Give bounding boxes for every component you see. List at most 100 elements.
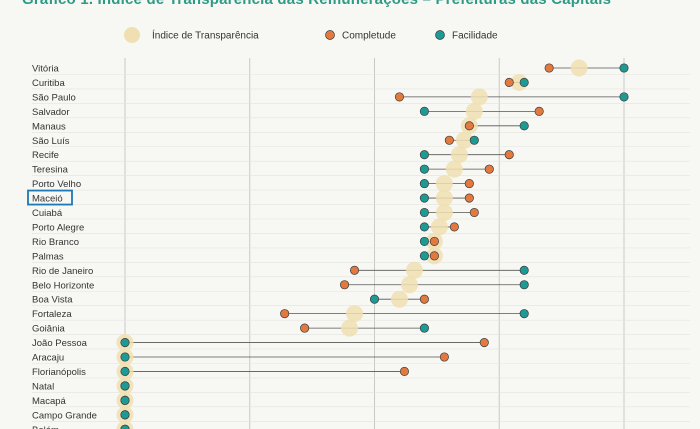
point-facilidade-boa-vista [369,294,380,304]
legend-label-facilidade: Facilidade [452,31,498,42]
point-completude-rio-de-janeiro [349,265,360,275]
point-completude-rio-branco [429,236,439,246]
point-indice-cuiaba [435,204,453,221]
point-facilidade-curitiba [519,77,529,87]
point-facilidade-macapa [120,395,130,405]
point-facilidade-manaus [519,121,529,131]
category-label-aracaju: Aracaju [32,353,64,364]
point-indice-vitoria [570,59,588,77]
point-completude-recife [504,150,514,160]
point-facilidade-joao-pessoa [120,337,130,348]
category-label-campo-grande: Campo Grande [32,410,97,421]
point-facilidade-florianopolis [120,366,130,376]
category-label-teresina: Teresina [32,165,69,176]
point-facilidade-campo-grande [120,410,130,420]
category-label-florianopolis: Florianópolis [32,367,86,378]
category-label-cuiaba: Cuiabá [32,208,63,219]
point-facilidade-vitoria [619,63,629,73]
category-label-porto-alegre: Porto Alegre [32,222,84,233]
point-facilidade-sao-paulo [619,92,629,102]
point-completude-manaus [464,121,474,131]
highlight-box [27,189,73,206]
point-facilidade-rio-branco [419,236,429,246]
point-indice-porto-velho [435,175,453,193]
legend-marker-facilidade [435,30,445,40]
point-completude-vitoria [544,63,554,73]
point-facilidade-goiania [419,323,429,333]
point-indice-maceio [435,189,453,207]
category-label-recife: Recife [32,150,59,161]
point-facilidade-recife [419,150,429,160]
point-completude-porto-alegre [449,222,459,232]
point-completude-boa-vista [419,294,429,304]
category-label-joao-pessoa: João Pessoa [32,338,88,349]
point-indice-teresina [445,160,463,178]
legend-label-completude: Completude [342,31,396,42]
point-completude-maceio [464,193,474,203]
category-label-salvador: Salvador [32,107,70,118]
point-indice-fortaleza [346,305,364,323]
point-facilidade-porto-alegre [419,222,429,232]
point-completude-salvador [534,106,544,116]
legend-marker-completude [325,30,335,40]
point-indice-rio-de-janeiro [405,261,423,279]
category-label-belo-horizonte: Belo Horizonte [32,280,94,291]
point-facilidade-teresina [419,164,429,174]
point-completude-sao-paulo [394,92,404,102]
category-label-goiania: Goiânia [32,324,65,335]
point-completude-palmas [429,251,439,261]
legend: Índice de Transparência Completude Facilid… [124,27,498,43]
category-label-manaus: Manaus [32,121,66,132]
point-completude-teresina [484,164,494,174]
point-facilidade-maceio [419,193,429,203]
data-marks [116,59,629,429]
point-completude-porto-velho [464,179,474,189]
point-completude-florianopolis [399,366,409,376]
point-completude-cuiaba [469,207,479,218]
point-completude-fortaleza [280,309,290,319]
category-label-maceio: Maceió [32,194,63,205]
point-facilidade-palmas [419,251,429,261]
point-facilidade-aracaju [120,352,130,362]
category-label-curitiba: Curitiba [32,78,65,89]
category-label-vitoria: Vitória [32,64,59,75]
category-label-boa-vista: Boa Vista [32,295,73,306]
point-indice-recife [450,146,468,164]
category-label-fortaleza: Fortaleza [32,309,72,320]
point-facilidade-natal [120,381,130,391]
category-label-belem: Belém [32,425,59,429]
point-indice-boa-vista [390,290,408,308]
point-completude-goiania [300,323,310,333]
category-label-porto-velho: Porto Velho [32,179,81,190]
category-label-natal: Natal [32,381,54,392]
legend-marker-indice-de-transparencia [124,27,140,43]
point-indice-belo-horizonte [400,276,418,294]
category-label-rio-branco: Rio Branco [32,237,79,248]
point-facilidade-salvador [419,106,429,116]
point-indice-salvador [465,102,483,120]
point-facilidade-belo-horizonte [519,280,529,290]
category-label-macapa: Macapá [32,396,67,407]
point-indice-porto-alegre [430,218,448,236]
legend-label-indice-de-transparencia: Índice de Transparência [152,29,259,42]
category-label-sao-paulo: São Paulo [32,92,76,103]
point-facilidade-sao-luis [469,135,479,145]
category-label-sao-luis: São Luís [32,136,70,147]
point-facilidade-porto-velho [419,179,429,189]
point-completude-sao-luis [444,135,454,145]
point-facilidade-fortaleza [519,309,529,319]
point-completude-aracaju [439,352,449,362]
point-completude-belo-horizonte [340,280,350,290]
point-facilidade-belem [120,424,130,429]
point-completude-joao-pessoa [479,337,489,348]
point-indice-sao-luis [455,131,473,149]
category-label-palmas: Palmas [32,251,64,262]
chart-title: Gráfico 1. Índice de Transparência das R… [22,0,611,8]
category-labels: Vitória Curitiba São Paulo Salvador Manaus Sã… [27,64,97,429]
category-label-rio-de-janeiro: Rio de Janeiro [32,266,93,277]
point-facilidade-rio-de-janeiro [519,265,529,275]
point-facilidade-cuiaba [419,207,429,218]
point-indice-sao-paulo [470,88,488,106]
point-completude-curitiba [504,77,514,87]
